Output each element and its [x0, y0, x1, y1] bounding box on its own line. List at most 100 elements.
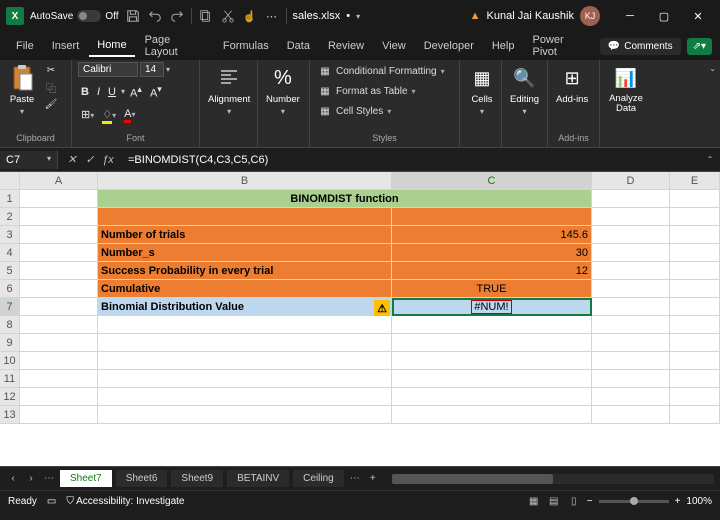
- cell-value[interactable]: 30: [392, 244, 592, 262]
- error-warning-icon[interactable]: ⚠: [374, 300, 390, 316]
- tab-formulas[interactable]: Formulas: [215, 36, 277, 56]
- comments-button[interactable]: 💬 Comments: [600, 38, 681, 55]
- format-painter-button[interactable]: 🖌: [42, 96, 60, 112]
- cell-label[interactable]: Cumulative: [98, 280, 392, 298]
- addins-button[interactable]: ⊞ Add-ins: [554, 62, 590, 107]
- copy-icon[interactable]: [198, 8, 214, 24]
- view-pagelayout-button[interactable]: ▤: [547, 495, 561, 509]
- cut-button[interactable]: ✂: [42, 62, 60, 78]
- tab-power-pivot[interactable]: Power Pivot: [524, 30, 597, 62]
- zoom-out-button[interactable]: −: [587, 496, 593, 507]
- zoom-slider[interactable]: [599, 500, 669, 503]
- tab-help[interactable]: Help: [484, 36, 523, 56]
- sheet-tab[interactable]: Sheet7: [60, 470, 112, 487]
- autosave-toggle[interactable]: AutoSave Off: [30, 10, 119, 22]
- underline-button[interactable]: U: [105, 85, 119, 99]
- col-header-c[interactable]: C: [392, 172, 592, 190]
- analyze-data-button[interactable]: 📊 Analyze Data: [606, 62, 646, 117]
- col-header-e[interactable]: E: [670, 172, 720, 190]
- decrease-font-button[interactable]: A▾: [147, 83, 165, 101]
- bold-button[interactable]: B: [78, 85, 92, 99]
- scroll-thumb[interactable]: [392, 474, 553, 484]
- col-header-d[interactable]: D: [592, 172, 670, 190]
- sheet-tab[interactable]: BETAINV: [227, 470, 289, 487]
- col-header-b[interactable]: B: [98, 172, 392, 190]
- fx-button[interactable]: ƒx: [100, 152, 116, 168]
- worksheet[interactable]: A B C D E 1 BINOMDIST function 2 3 Numbe…: [0, 172, 720, 466]
- zoom-in-button[interactable]: +: [675, 496, 681, 507]
- row-header[interactable]: 2: [0, 208, 20, 226]
- row-header[interactable]: 9: [0, 334, 20, 352]
- select-all-corner[interactable]: [0, 172, 20, 190]
- cell-result-label[interactable]: Binomial Distribution Value: [98, 298, 392, 316]
- touch-icon[interactable]: ☝: [242, 8, 258, 24]
- cells-button[interactable]: ▦ Cells ▾: [466, 62, 498, 118]
- cell-label[interactable]: Success Probability in every trial: [98, 262, 392, 280]
- increase-font-button[interactable]: A▴: [127, 83, 145, 101]
- tab-insert[interactable]: Insert: [44, 36, 88, 56]
- cell-value[interactable]: 12: [392, 262, 592, 280]
- expand-formulabar-button[interactable]: ⌃: [700, 155, 720, 164]
- italic-button[interactable]: I: [94, 85, 103, 99]
- row-header[interactable]: 10: [0, 352, 20, 370]
- name-box[interactable]: C7 ▾: [0, 151, 58, 169]
- formula-input[interactable]: =BINOMDIST(C4,C3,C5,C6): [122, 151, 700, 169]
- tab-view[interactable]: View: [374, 36, 414, 56]
- paste-button[interactable]: Paste ▾: [6, 62, 38, 118]
- undo-icon[interactable]: [147, 8, 163, 24]
- font-color-button[interactable]: A▾: [121, 107, 138, 121]
- cell-value[interactable]: TRUE: [392, 280, 592, 298]
- format-as-table-button[interactable]: ▦Format as Table ▾: [316, 82, 418, 100]
- status-stats-icon[interactable]: ▭: [47, 496, 56, 507]
- cell-label[interactable]: Number of trials: [98, 226, 392, 244]
- user-avatar[interactable]: KJ: [580, 6, 600, 26]
- row-header[interactable]: 6: [0, 280, 20, 298]
- cancel-formula-button[interactable]: ✕: [64, 152, 80, 168]
- sheet-nav-next[interactable]: ›: [24, 472, 38, 486]
- zoom-level[interactable]: 100%: [686, 496, 712, 507]
- sheet-nav-prev[interactable]: ‹: [6, 472, 20, 486]
- sheet-tab[interactable]: Sheet9: [171, 470, 223, 487]
- row-header[interactable]: 13: [0, 406, 20, 424]
- font-size-select[interactable]: 14: [140, 62, 164, 77]
- font-name-select[interactable]: Calibri: [78, 62, 138, 77]
- border-button[interactable]: ⊞▾: [78, 107, 97, 122]
- cell-label[interactable]: Number_s: [98, 244, 392, 262]
- cell[interactable]: [392, 208, 592, 226]
- view-pagebreak-button[interactable]: ▯: [567, 495, 581, 509]
- maximize-button[interactable]: ▢: [648, 4, 680, 28]
- tab-page-layout[interactable]: Page Layout: [137, 30, 213, 62]
- view-normal-button[interactable]: ▦: [527, 495, 541, 509]
- row-header[interactable]: 7: [0, 298, 20, 316]
- cut-icon[interactable]: [220, 8, 236, 24]
- minimize-button[interactable]: ─: [614, 4, 646, 28]
- alignment-button[interactable]: Alignment ▾: [206, 62, 252, 118]
- collapse-ribbon-button[interactable]: ⌄: [709, 64, 716, 73]
- sheet-tab-overflow[interactable]: ⋯: [348, 472, 362, 486]
- cell-styles-button[interactable]: ▦Cell Styles ▾: [316, 102, 393, 120]
- sheet-tab[interactable]: Sheet6: [116, 470, 168, 487]
- sheet-nav-more[interactable]: ⋯: [42, 472, 56, 486]
- sheet-tab[interactable]: Ceiling: [293, 470, 344, 487]
- copy-button[interactable]: ⿻: [42, 79, 60, 95]
- warning-icon[interactable]: ▲: [470, 10, 481, 22]
- cell-title[interactable]: BINOMDIST function: [98, 190, 592, 208]
- toggle-switch[interactable]: [77, 10, 101, 22]
- redo-icon[interactable]: [169, 8, 185, 24]
- row-header[interactable]: 5: [0, 262, 20, 280]
- cell-value[interactable]: 145.6: [392, 226, 592, 244]
- row-header[interactable]: 3: [0, 226, 20, 244]
- number-button[interactable]: % Number ▾: [264, 62, 302, 118]
- row-header[interactable]: 8: [0, 316, 20, 334]
- horizontal-scrollbar[interactable]: [392, 474, 714, 484]
- fill-color-button[interactable]: ♢▾: [99, 107, 119, 122]
- add-sheet-button[interactable]: +: [366, 472, 380, 486]
- col-header-a[interactable]: A: [20, 172, 98, 190]
- tab-developer[interactable]: Developer: [416, 36, 482, 56]
- accessibility-status[interactable]: ⛉ Accessibility: Investigate: [66, 496, 184, 507]
- save-icon[interactable]: [125, 8, 141, 24]
- cell[interactable]: [98, 208, 392, 226]
- share-button[interactable]: ⇗▾: [687, 38, 712, 55]
- conditional-formatting-button[interactable]: ▦Conditional Formatting ▾: [316, 62, 447, 80]
- filename-chevron-icon[interactable]: ▾: [356, 12, 360, 21]
